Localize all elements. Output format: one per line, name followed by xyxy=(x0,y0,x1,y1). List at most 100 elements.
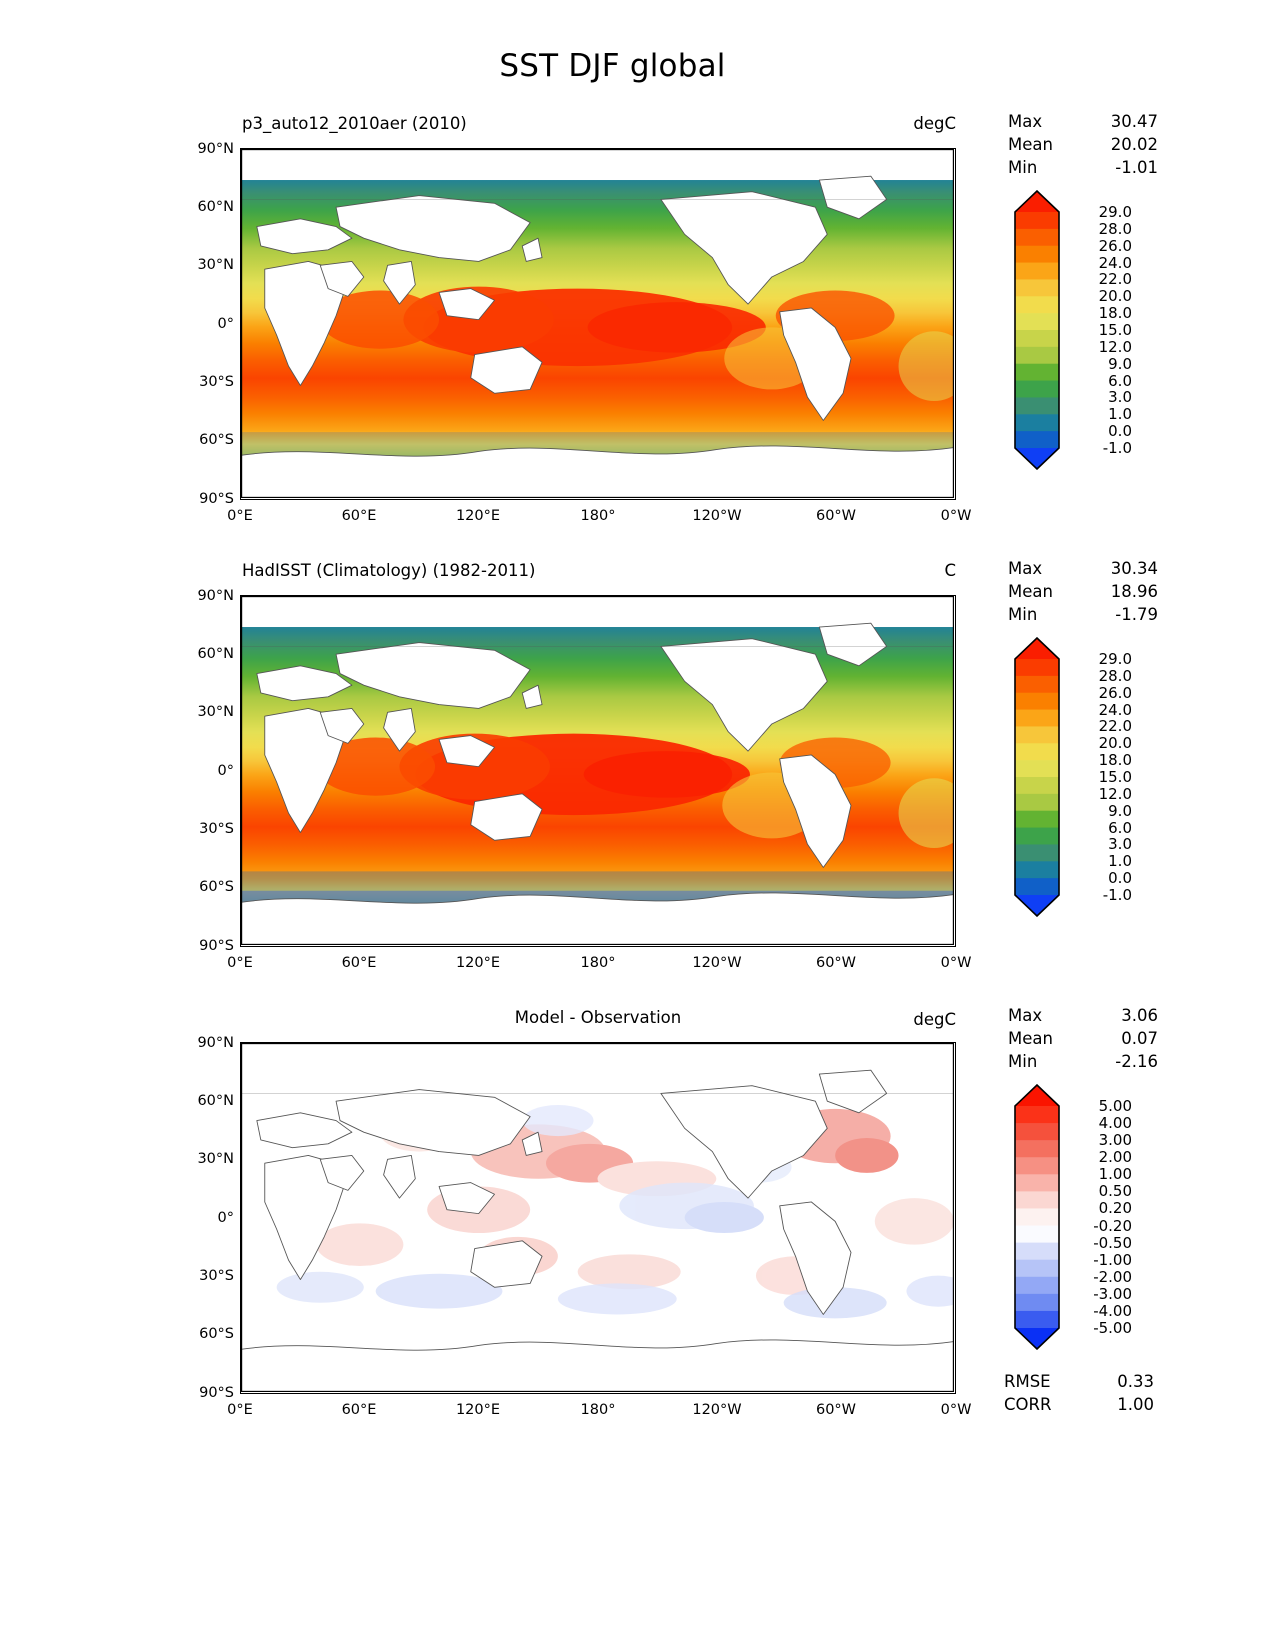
skill-rmse: RMSE 0.33 xyxy=(1004,1370,1154,1393)
ytick-0-model: 0° xyxy=(217,316,234,332)
cbar-1-label-13: 0.0 xyxy=(1108,869,1132,888)
stat-mean-difference: Mean 0.07 xyxy=(1008,1027,1158,1050)
panel-difference-title: Model - Observation xyxy=(514,1008,682,1027)
xtick-60w-model: 60°W xyxy=(815,508,857,524)
stat-min-observation: Min -1.79 xyxy=(1008,603,1158,626)
cbar-1-label-8: 12.0 xyxy=(1098,784,1132,803)
stat-min-label: Min xyxy=(1008,1052,1038,1071)
xtick-0e-diff: 0°E xyxy=(227,1402,253,1418)
cbar-2-label-11: -3.00 xyxy=(1093,1284,1132,1303)
ytick-90s-model: 90°S xyxy=(199,491,234,507)
ytick-90s-diff: 90°S xyxy=(199,1385,234,1401)
cbar-2-label-7: -0.20 xyxy=(1093,1216,1132,1235)
ytick-60s-diff: 60°S xyxy=(199,1326,234,1342)
xtick-0w-model: 0°W xyxy=(940,508,972,524)
ytick-60s-obs: 60°S xyxy=(199,879,234,895)
cbar-0-swatches xyxy=(1014,190,1060,470)
xtick-0w-obs: 0°W xyxy=(940,955,972,971)
cbar-1-label-3: 24.0 xyxy=(1098,700,1132,719)
cbar-1-label-9: 9.0 xyxy=(1108,801,1132,820)
stat-max-label: Max xyxy=(1008,1006,1043,1025)
cbar-0-label-13: 0.0 xyxy=(1108,422,1132,441)
stat-max-value: 3.06 xyxy=(1121,1006,1158,1025)
stat-mean-value: 18.96 xyxy=(1110,582,1158,601)
stats-model: Max 30.47 Mean 20.02 Min -1.01 xyxy=(1008,110,1158,179)
colorbar-model[interactable]: 29.0 28.0 26.0 24.0 22.0 20.0 18.0 15.0 12.0 9.0 6… xyxy=(1014,190,1134,470)
skill-scores: RMSE 0.33 CORR 1.00 xyxy=(1004,1370,1154,1416)
xtick-60w-diff: 60°W xyxy=(815,1402,857,1418)
cbar-1-label-2: 26.0 xyxy=(1098,683,1132,702)
stat-mean-observation: Mean 18.96 xyxy=(1008,580,1158,603)
cbar-0-label-4: 22.0 xyxy=(1098,270,1132,289)
panel-model-title: p3_auto12_2010aer (2010) xyxy=(242,114,467,133)
cbar-1-label-1: 28.0 xyxy=(1098,666,1132,685)
ytick-90n-model: 90°N xyxy=(197,141,234,157)
cbar-0-label-14: -1.0 xyxy=(1102,439,1132,457)
cbar-1-label-7: 15.0 xyxy=(1098,768,1132,786)
ytick-0-diff: 0° xyxy=(217,1210,234,1226)
map-model-canvas xyxy=(241,149,954,498)
cbar-1-swatches xyxy=(1014,637,1060,917)
cbar-0-label-3: 24.0 xyxy=(1098,253,1132,272)
xtick-120e-obs: 120°E xyxy=(455,955,501,971)
cbar-0-label-9: 9.0 xyxy=(1108,354,1132,373)
stat-max-label: Max xyxy=(1008,559,1043,578)
ytick-30s-diff: 30°S xyxy=(199,1268,234,1284)
ytick-60n-model: 60°N xyxy=(197,199,234,215)
map-model[interactable] xyxy=(240,148,956,500)
stat-min-difference: Min -2.16 xyxy=(1008,1050,1158,1073)
xtick-60e-obs: 60°E xyxy=(341,955,377,971)
cbar-0-label-1: 28.0 xyxy=(1098,219,1132,238)
cbar-0-label-6: 18.0 xyxy=(1098,304,1132,323)
skill-corr-value: 1.00 xyxy=(1117,1395,1154,1414)
cbar-2-label-9: -1.00 xyxy=(1093,1250,1132,1269)
cbar-0-label-11: 3.0 xyxy=(1108,388,1132,407)
stat-mean-label: Mean xyxy=(1008,135,1053,154)
xtick-0e-obs: 0°E xyxy=(227,955,253,971)
stat-min-value: -2.16 xyxy=(1115,1052,1158,1071)
stat-min-label: Min xyxy=(1008,158,1038,177)
cbar-2-label-2: 3.00 xyxy=(1098,1131,1132,1150)
ytick-60s-model: 60°S xyxy=(199,432,234,448)
cbar-0-label-5: 20.0 xyxy=(1098,287,1132,306)
cbar-0-label-12: 1.0 xyxy=(1108,405,1132,424)
panel-observation-units: C xyxy=(944,561,956,580)
xtick-180-obs: 180° xyxy=(580,955,616,971)
cbar-0-label-10: 6.0 xyxy=(1108,371,1132,390)
colorbar-difference[interactable]: 5.00 4.00 3.00 2.00 1.00 0.50 0.20 -0.20 -0.50 -1… xyxy=(1014,1084,1134,1350)
panel-difference-units: degC xyxy=(913,1010,956,1029)
cbar-2-label-6: 0.20 xyxy=(1098,1199,1132,1218)
map-difference[interactable] xyxy=(240,1042,956,1394)
xtick-60w-obs: 60°W xyxy=(815,955,857,971)
xtick-0w-diff: 0°W xyxy=(940,1402,972,1418)
cbar-2-swatches xyxy=(1014,1084,1060,1350)
colorbar-observation[interactable]: 29.0 28.0 26.0 24.0 22.0 20.0 18.0 15.0 12.0 9.0 6… xyxy=(1014,637,1134,917)
cbar-1-label-14: -1.0 xyxy=(1102,886,1132,904)
ytick-60n-diff: 60°N xyxy=(197,1093,234,1109)
xtick-120w-model: 120°W xyxy=(692,508,742,524)
skill-corr-label: CORR xyxy=(1004,1395,1052,1414)
ytick-30s-obs: 30°S xyxy=(199,821,234,837)
panel-model-units: degC xyxy=(913,114,956,133)
stat-max-value: 30.47 xyxy=(1110,112,1158,131)
stat-mean-label: Mean xyxy=(1008,1029,1053,1048)
cbar-0-label-7: 15.0 xyxy=(1098,321,1132,339)
ytick-30n-diff: 30°N xyxy=(197,1151,234,1167)
cbar-2-label-12: -4.00 xyxy=(1093,1301,1132,1320)
cbar-2-label-10: -2.00 xyxy=(1093,1267,1132,1286)
map-observation[interactable] xyxy=(240,595,956,947)
stat-min-model: Min -1.01 xyxy=(1008,156,1158,179)
ytick-90n-obs: 90°N xyxy=(197,588,234,604)
stat-max-value: 30.34 xyxy=(1110,559,1158,578)
skill-rmse-label: RMSE xyxy=(1004,1372,1051,1391)
ytick-90s-obs: 90°S xyxy=(199,938,234,954)
cbar-2-label-5: 0.50 xyxy=(1098,1182,1132,1201)
ytick-30n-obs: 30°N xyxy=(197,704,234,720)
xtick-120e-diff: 120°E xyxy=(455,1402,501,1418)
stat-mean-label: Mean xyxy=(1008,582,1053,601)
cbar-1-label-5: 20.0 xyxy=(1098,734,1132,753)
map-difference-canvas xyxy=(241,1043,954,1392)
ytick-60n-obs: 60°N xyxy=(197,646,234,662)
xtick-120w-obs: 120°W xyxy=(692,955,742,971)
